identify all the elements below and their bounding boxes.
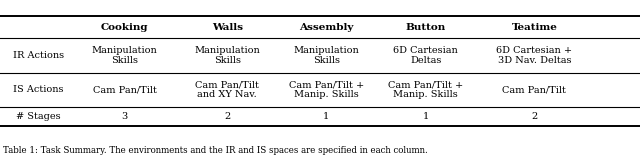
- Text: Manipulation
Skills: Manipulation Skills: [294, 46, 359, 65]
- Text: 1: 1: [422, 112, 429, 121]
- Text: IR Actions: IR Actions: [13, 51, 64, 60]
- Text: 2: 2: [224, 112, 230, 121]
- Text: Cam Pan/Tilt
and XY Nav.: Cam Pan/Tilt and XY Nav.: [195, 80, 259, 99]
- Text: Cam Pan/Tilt: Cam Pan/Tilt: [502, 85, 566, 94]
- Text: 6D Cartesian +
3D Nav. Deltas: 6D Cartesian + 3D Nav. Deltas: [497, 46, 572, 65]
- Text: Walls: Walls: [212, 23, 243, 32]
- Text: Cam Pan/Tilt: Cam Pan/Tilt: [93, 85, 157, 94]
- Text: Assembly: Assembly: [300, 23, 353, 32]
- Text: 1: 1: [323, 112, 330, 121]
- Text: 3: 3: [122, 112, 128, 121]
- Text: Button: Button: [406, 23, 445, 32]
- Text: Manipulation
Skills: Manipulation Skills: [92, 46, 157, 65]
- Text: 2: 2: [531, 112, 538, 121]
- Text: Cam Pan/Tilt +
Manip. Skills: Cam Pan/Tilt + Manip. Skills: [289, 80, 364, 99]
- Text: # Stages: # Stages: [16, 112, 61, 121]
- Text: Teatime: Teatime: [511, 23, 557, 32]
- Text: 6D Cartesian
Deltas: 6D Cartesian Deltas: [393, 46, 458, 65]
- Text: Cam Pan/Tilt +
Manip. Skills: Cam Pan/Tilt + Manip. Skills: [388, 80, 463, 99]
- Text: IS Actions: IS Actions: [13, 85, 63, 94]
- Text: Cooking: Cooking: [101, 23, 148, 32]
- Text: Manipulation
Skills: Manipulation Skills: [195, 46, 260, 65]
- Text: Table 1: Task Summary. The environments and the IR and IS spaces are specified i: Table 1: Task Summary. The environments …: [3, 146, 428, 155]
